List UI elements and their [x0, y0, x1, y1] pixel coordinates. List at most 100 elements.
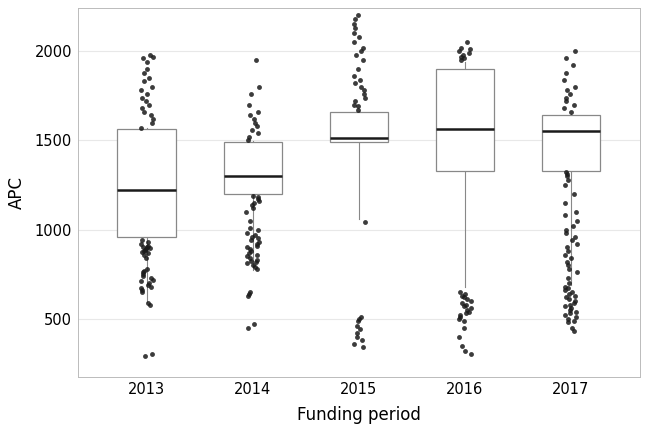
Point [353, 103, 363, 110]
Point [245, 224, 255, 231]
Point [570, 298, 581, 305]
Point [570, 83, 580, 90]
Point [567, 237, 577, 244]
Point [355, 76, 365, 83]
Point [567, 324, 577, 331]
Point [353, 107, 364, 114]
Point [139, 251, 149, 258]
Point [142, 243, 152, 250]
Point [463, 50, 474, 57]
Point [561, 94, 571, 101]
Point [457, 292, 467, 299]
Point [567, 289, 577, 295]
Point [146, 274, 156, 281]
Point [246, 126, 257, 133]
Point [560, 251, 570, 258]
Point [246, 91, 257, 98]
Point [135, 278, 146, 285]
Point [454, 48, 465, 54]
Point [561, 173, 572, 180]
Point [562, 258, 572, 265]
Point [249, 232, 260, 238]
Point [246, 237, 257, 244]
Point [459, 317, 470, 324]
Point [456, 53, 467, 60]
Point [466, 298, 476, 305]
Point [358, 344, 368, 351]
Point [566, 305, 576, 311]
Point [466, 305, 476, 311]
Point [244, 217, 255, 224]
Point [249, 119, 260, 126]
Point [560, 312, 570, 319]
Point [571, 308, 581, 315]
Point [248, 192, 258, 199]
Point [455, 312, 465, 319]
Point [572, 269, 582, 276]
Point [137, 94, 147, 101]
Point [570, 233, 581, 240]
Point [252, 242, 262, 249]
Point [358, 44, 369, 51]
Point [242, 137, 253, 144]
Point [561, 69, 572, 76]
Point [349, 101, 359, 108]
Point [244, 290, 255, 297]
Point [456, 314, 466, 321]
Point [569, 328, 579, 335]
Point [145, 51, 156, 58]
Point [569, 299, 579, 306]
Point [457, 342, 467, 349]
X-axis label: Funding period: Funding period [297, 406, 421, 424]
Point [457, 299, 467, 306]
Point [460, 347, 470, 354]
Point [246, 248, 257, 254]
Point [253, 197, 264, 204]
Point [359, 91, 369, 98]
Point [563, 285, 573, 292]
Point [248, 262, 259, 269]
Point [560, 287, 570, 294]
Point [572, 240, 582, 247]
Bar [224, 142, 282, 194]
Point [560, 181, 570, 188]
Point [143, 238, 153, 245]
Point [571, 314, 581, 321]
Point [254, 83, 264, 90]
Point [148, 276, 158, 283]
Point [561, 98, 572, 105]
Point [456, 44, 467, 51]
Point [572, 217, 582, 224]
Point [564, 91, 575, 98]
Point [136, 285, 146, 292]
Point [244, 133, 254, 140]
Point [253, 130, 264, 137]
Point [465, 46, 475, 53]
Point [350, 16, 360, 22]
Point [568, 62, 579, 69]
Point [564, 301, 575, 308]
Point [354, 33, 365, 40]
Point [456, 57, 467, 64]
Point [253, 238, 264, 245]
Point [358, 57, 369, 64]
Point [141, 91, 152, 98]
Point [360, 219, 370, 226]
Point [253, 196, 263, 203]
Point [242, 324, 253, 331]
Point [353, 66, 364, 73]
Point [563, 296, 573, 303]
Point [248, 205, 259, 212]
Point [352, 330, 362, 337]
Point [569, 191, 579, 197]
Point [356, 48, 366, 54]
Bar [330, 112, 388, 142]
Bar [117, 129, 176, 237]
Point [561, 303, 571, 310]
Point [251, 258, 261, 265]
Point [141, 246, 151, 253]
Point [458, 51, 469, 58]
Point [141, 98, 151, 105]
Point [249, 199, 260, 206]
Point [355, 83, 365, 90]
